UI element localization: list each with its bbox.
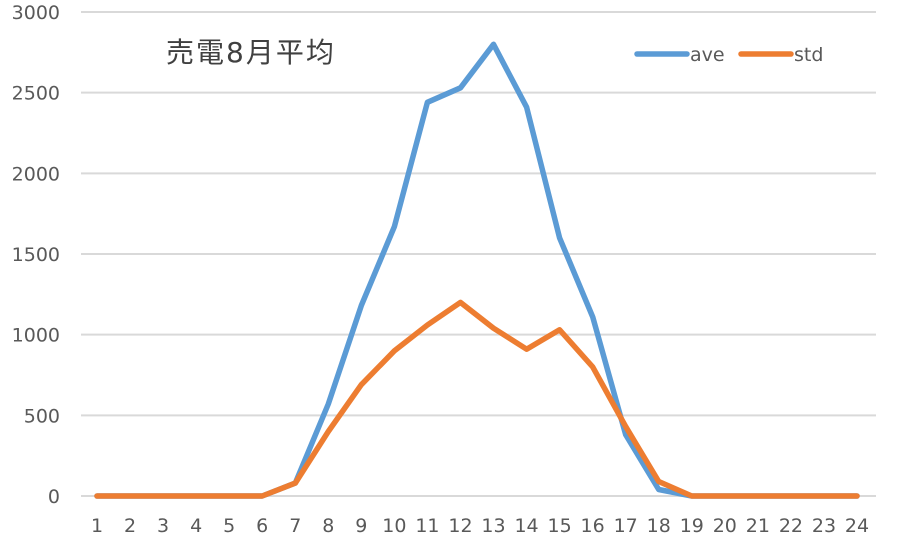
- x-tick-label: 18: [647, 515, 671, 537]
- series-lines: [94, 41, 860, 499]
- y-tick-label: 500: [24, 405, 60, 427]
- x-tick-label: 8: [322, 515, 334, 537]
- y-tick-label: 3000: [12, 2, 60, 24]
- x-tick-label: 17: [614, 515, 638, 537]
- x-tick-label: 6: [256, 515, 268, 537]
- y-tick-label: 1000: [12, 325, 60, 347]
- x-tick-label: 21: [746, 515, 770, 537]
- x-tick-label: 15: [548, 515, 572, 537]
- x-tick-label: 1: [91, 515, 103, 537]
- x-tick-label: 9: [355, 515, 367, 537]
- y-axis-ticks: 0 500 1000 1500 2000 2500 3000: [12, 2, 60, 508]
- y-tick-label: 0: [48, 486, 60, 508]
- series-line-ave: [94, 41, 860, 499]
- x-tick-label: 11: [415, 515, 439, 537]
- y-tick-label: 2500: [12, 83, 60, 105]
- x-tick-label: 14: [514, 515, 538, 537]
- legend-label-std: std: [794, 44, 823, 66]
- legend: ave std: [634, 44, 823, 66]
- x-tick-label: 2: [124, 515, 136, 537]
- x-tick-label: 7: [289, 515, 301, 537]
- x-tick-label: 23: [812, 515, 836, 537]
- series-line-std: [94, 299, 860, 499]
- x-tick-label: 13: [481, 515, 505, 537]
- x-axis-ticks: 1 2 3 4 5 6 7 8 9 10 11 12 13 14 15 16 17 18 19 20 21 22 23 24: [91, 515, 869, 537]
- legend-label-ave: ave: [690, 44, 725, 66]
- x-tick-label: 10: [382, 515, 406, 537]
- x-tick-label: 3: [157, 515, 169, 537]
- x-tick-label: 4: [190, 515, 202, 537]
- y-tick-label: 1500: [12, 244, 60, 266]
- x-tick-label: 20: [713, 515, 737, 537]
- y-tick-label: 2000: [12, 163, 60, 185]
- x-tick-label: 24: [845, 515, 869, 537]
- x-tick-label: 16: [581, 515, 605, 537]
- chart-title: 売電8月平均: [166, 36, 336, 69]
- x-tick-label: 22: [779, 515, 803, 537]
- x-tick-label: 12: [448, 515, 472, 537]
- gridlines: [81, 11, 876, 497]
- x-tick-label: 5: [223, 515, 235, 537]
- x-tick-label: 19: [680, 515, 704, 537]
